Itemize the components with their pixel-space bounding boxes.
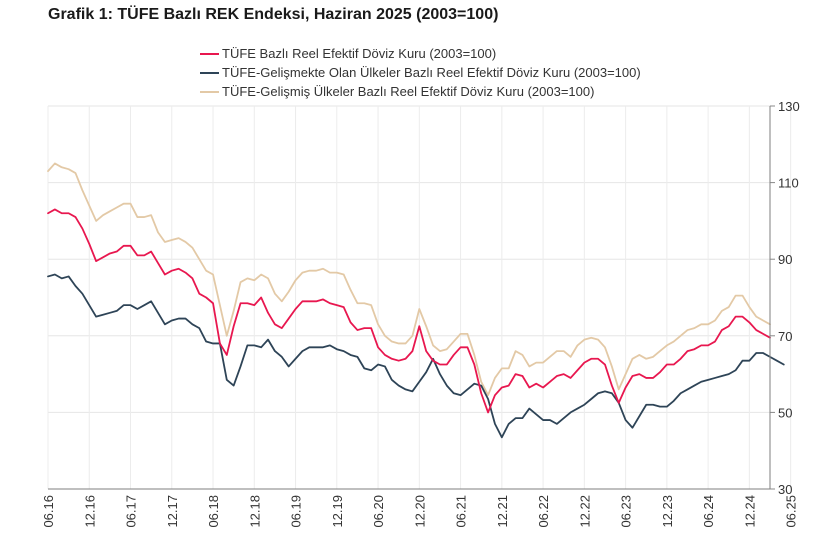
x-tick-label: 06.25 (784, 495, 799, 528)
x-tick-label: 06.22 (536, 495, 551, 528)
y-tick-label: 90 (778, 252, 792, 267)
x-tick-label: 12.16 (82, 495, 97, 528)
legend-label-3: TÜFE-Gelişmiş Ülkeler Bazlı Reel Efektif… (222, 84, 594, 99)
x-tick-label: 12.20 (412, 495, 427, 528)
y-tick-label: 50 (778, 405, 792, 420)
x-tick-label: 12.24 (742, 495, 757, 528)
legend-label-2: TÜFE-Gelişmekte Olan Ülkeler Bazlı Reel … (222, 65, 641, 80)
x-tick-label: 12.17 (165, 495, 180, 528)
chart-title: Grafik 1: TÜFE Bazlı REK Endeksi, Hazira… (48, 6, 499, 23)
series-line-2 (47, 273, 785, 439)
x-tick-label: 12.22 (577, 495, 592, 528)
y-tick-label: 110 (778, 176, 799, 191)
grid (47, 105, 792, 490)
legend: TÜFE Bazlı Reel Efektif Döviz Kuru (2003… (200, 46, 641, 99)
x-tick-label: 06.24 (701, 495, 716, 528)
y-tick-label: 30 (778, 482, 792, 497)
x-tick-label: 06.20 (371, 495, 386, 528)
x-tick-label: 12.21 (495, 495, 510, 528)
series-line-3 (47, 162, 771, 397)
x-tick-label: 06.21 (454, 495, 469, 528)
x-tick-label: 12.23 (660, 495, 675, 528)
x-tick-label: 12.18 (247, 495, 262, 528)
y-tick-label: 130 (778, 99, 800, 114)
x-tick-label: 06.18 (206, 495, 221, 528)
x-tick-label: 06.17 (124, 495, 139, 528)
series-lines (47, 162, 785, 439)
axes: 30 50 70 90 110 130 06.16 12.16 06.17 12.17 06.18 1… (41, 99, 800, 528)
x-tick-label: 06.19 (289, 495, 304, 528)
legend-label-1: TÜFE Bazlı Reel Efektif Döviz Kuru (2003… (222, 46, 496, 61)
y-tick-label: 70 (778, 329, 792, 344)
x-tick-label: 12.19 (330, 495, 345, 528)
x-tick-label: 06.16 (41, 495, 56, 528)
series-line-1 (47, 208, 771, 414)
x-tick-label: 06.23 (619, 495, 634, 528)
